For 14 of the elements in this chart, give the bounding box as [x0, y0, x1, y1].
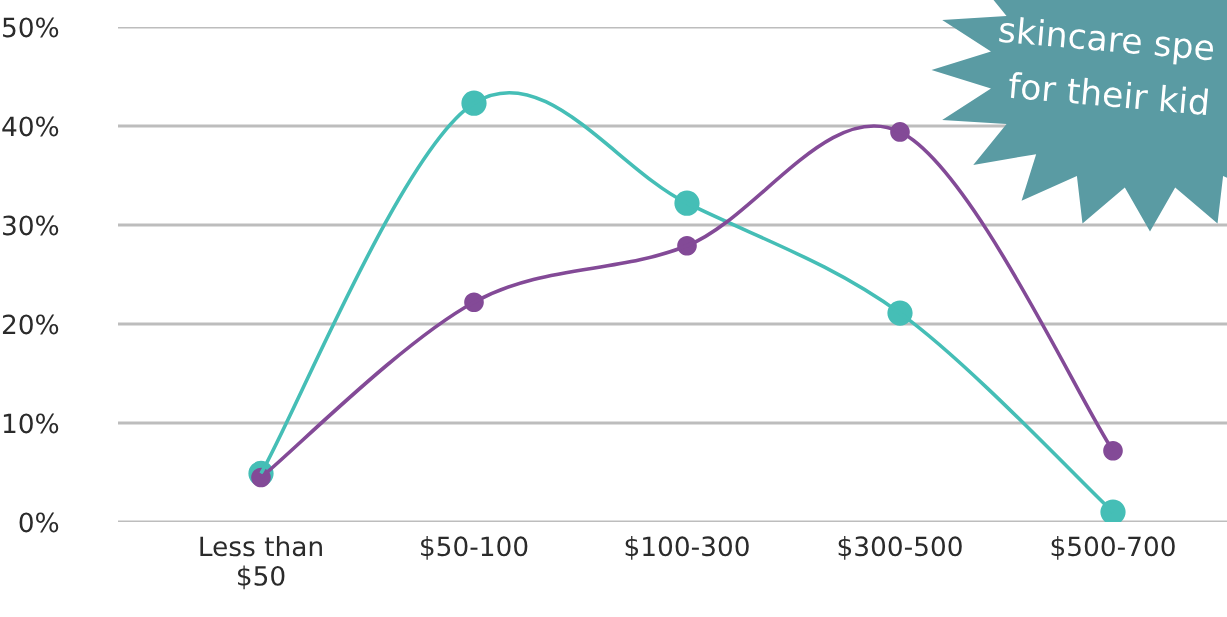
y-tick-label: 0%: [19, 512, 59, 533]
y-tick-label: 50%: [3, 17, 59, 38]
x-tick-label: Less than $50: [200, 535, 322, 590]
annotation: skincare spe: [998, 15, 1215, 68]
y-tick-label: 40%: [2, 116, 59, 137]
x-tick-label: $300-500: [838, 535, 962, 560]
x-tick-label: $100-300: [625, 535, 749, 560]
annotation: for their kid: [1007, 71, 1209, 116]
y-tick-label: 10%: [3, 413, 59, 434]
point: [1100, 499, 1126, 522]
x-tick-label: $50-100: [421, 535, 528, 560]
y-tick-label: 30%: [3, 215, 59, 236]
y-tick-label: 20%: [2, 314, 59, 335]
x-tick-label: $500-700: [1051, 535, 1175, 560]
